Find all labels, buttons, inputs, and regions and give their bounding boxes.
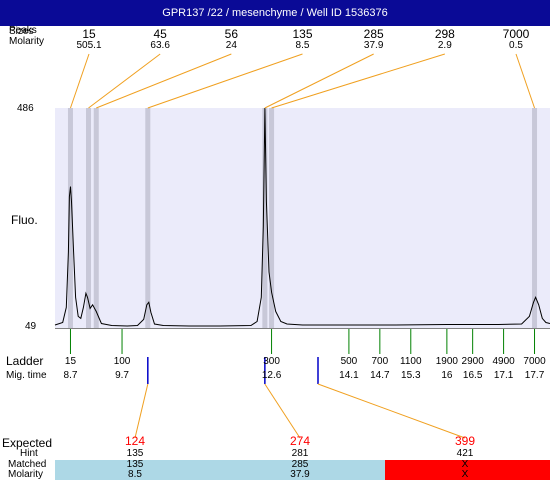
peak-size-label: 285 — [363, 27, 384, 41]
matched-value: X — [461, 459, 469, 470]
ladder-time-label: 17.7 — [524, 370, 545, 381]
fluorescence-trace — [54, 107, 550, 327]
molarity-header-label: Molarity — [9, 36, 45, 47]
peak-size-label: 45 — [153, 27, 167, 41]
peak-size-label: 135 — [292, 27, 313, 41]
peak-marker — [532, 108, 538, 328]
y-axis-label: Fluo. — [11, 213, 38, 227]
plot-area — [55, 108, 550, 328]
ladder-time-label: 14.7 — [370, 370, 390, 381]
peak-molarity-label: 0.5 — [509, 40, 523, 51]
matched-value: 135 — [126, 459, 144, 470]
peak-molarity-label: 37.9 — [363, 40, 384, 51]
expected-connectors — [134, 383, 466, 439]
expected-value: 274 — [289, 434, 311, 448]
match-status-band — [385, 460, 550, 480]
mig-time-label: Mig. time — [6, 370, 47, 381]
ladder-size-label: 7000 — [523, 356, 546, 367]
ladder-size-label: 1100 — [400, 356, 422, 367]
expected-connector — [317, 383, 466, 439]
peak-size-label: 56 — [224, 27, 239, 41]
sizes-header-label: Sizes — [9, 26, 34, 37]
ladder-time-label: 17.1 — [493, 370, 514, 381]
expected-connector — [134, 383, 149, 439]
ladder-size-label: 1900 — [435, 356, 458, 367]
match-status-band — [55, 460, 220, 480]
ladder-size-label: 700 — [371, 356, 389, 367]
y-max-label: 486 — [17, 103, 34, 114]
molarity-bottom-label: Molarity — [8, 469, 44, 480]
expected-value: 124 — [124, 434, 146, 448]
ladder-size-label: 500 — [340, 356, 358, 367]
peak-molarity-label: 24 — [225, 40, 237, 51]
expected-value: 399 — [454, 434, 476, 448]
peak-connectors — [69, 53, 536, 109]
peak-markers — [67, 108, 538, 328]
peak-connector — [147, 53, 303, 109]
ladder-time-label: 9.7 — [115, 370, 129, 381]
peak-connector — [271, 53, 445, 109]
ladder-time-label: 16 — [441, 370, 453, 381]
hint-value: 281 — [291, 448, 309, 459]
ladder-time-label: 12.6 — [261, 370, 282, 381]
peak-connector — [96, 53, 232, 109]
peak-molarity-label: 63.6 — [150, 40, 170, 51]
peak-marker — [262, 108, 268, 328]
matched-label: Matched — [8, 459, 47, 470]
peak-size-label: 7000 — [502, 27, 530, 41]
peak-connector — [69, 53, 90, 109]
ladder-time-label: 16.5 — [462, 370, 483, 381]
matched-value: 285 — [291, 459, 309, 470]
match-status-band — [220, 460, 385, 480]
molarity-value: 37.9 — [290, 469, 310, 480]
molarity-value: 8.5 — [128, 469, 142, 480]
peaks-header-label: Peaks — [9, 25, 37, 36]
ladder-ticks — [69, 329, 536, 354]
ladder-size-label: 4900 — [492, 356, 515, 367]
peak-molarity-label: 8.5 — [295, 40, 310, 51]
ladder-time-label: 14.1 — [339, 370, 359, 381]
ladder-size-label: 300 — [263, 356, 280, 367]
peak-marker — [86, 108, 92, 328]
window-title: GPR137 /22 / mesenchyme / Well ID 153637… — [0, 0, 550, 26]
peak-size-label: 298 — [434, 27, 455, 41]
hint-value: 135 — [126, 448, 144, 459]
peak-size-label: 15 — [82, 27, 96, 41]
molarity-value: X — [461, 469, 469, 480]
hint-label: Hint — [20, 448, 38, 459]
hint-value: 421 — [456, 448, 474, 459]
ladder-time-label: 15.3 — [401, 370, 421, 381]
ladder-time-label: 8.7 — [63, 370, 78, 381]
y-min-label: 49 — [25, 321, 37, 332]
ladder-label: Ladder — [6, 354, 44, 368]
peak-connector — [88, 53, 161, 109]
expected-label: Expected — [2, 436, 53, 450]
ladder-size-label: 15 — [64, 356, 77, 367]
peak-molarity-label: 2.9 — [437, 40, 452, 51]
peak-marker — [67, 108, 73, 328]
peak-connector — [264, 53, 374, 109]
peak-connector — [515, 53, 536, 109]
expected-connector — [264, 383, 301, 439]
peak-marker — [93, 108, 99, 328]
peak-molarity-label: 505.1 — [76, 40, 102, 51]
peak-marker — [145, 108, 151, 328]
ladder-size-label: 100 — [113, 356, 131, 367]
mig-ticks — [147, 357, 319, 384]
ladder-size-label: 2900 — [461, 356, 484, 367]
peak-marker — [269, 108, 275, 328]
